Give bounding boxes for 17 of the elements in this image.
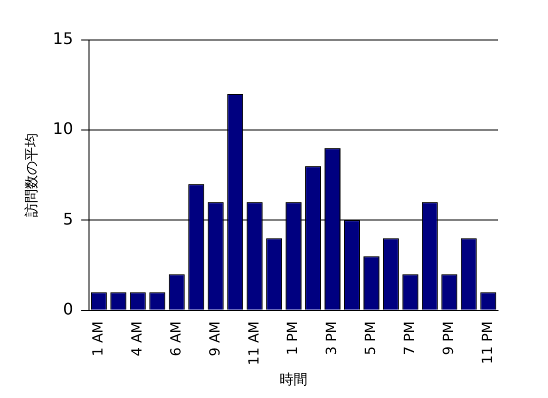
x-axis-title: 時間: [280, 372, 308, 388]
y-axis-title: 訪問数の平均: [24, 133, 40, 218]
y-tick-label: 5: [62, 209, 74, 228]
x-tick-label: 6 AM: [168, 321, 184, 356]
x-tick-label: 1 AM: [90, 321, 107, 356]
y-tick-label: 15: [52, 29, 74, 48]
x-tick-label: 3 PM: [324, 321, 340, 356]
x-tick-label: 11 AM: [246, 321, 262, 366]
x-tick-label: 11 PM: [480, 321, 496, 364]
x-tick-label: 9 AM: [207, 321, 224, 356]
y-tick-label: 0: [62, 299, 74, 318]
x-tick-label: 7 PM: [402, 321, 418, 356]
y-tick-label: 10: [52, 119, 74, 138]
x-tick-label: 9 PM: [440, 321, 457, 356]
x-tick-label: 4 AM: [129, 321, 146, 356]
x-tick-label: 5 PM: [363, 321, 380, 356]
x-tick-label: 1 PM: [285, 321, 302, 356]
